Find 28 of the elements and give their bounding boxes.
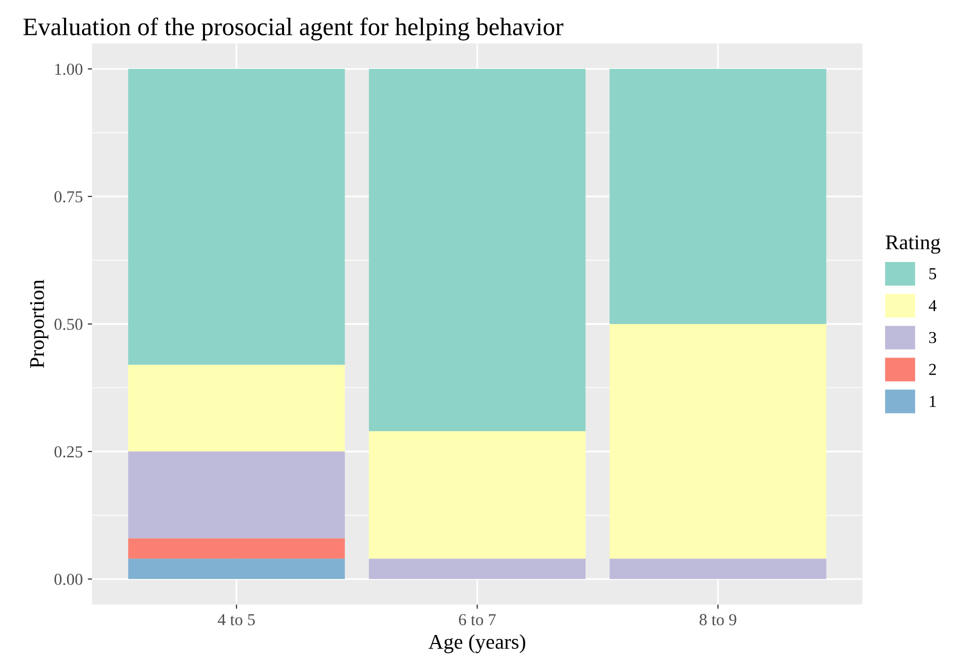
bar (368, 431, 586, 559)
bar (128, 364, 345, 452)
y-tick-label: 0.50 (54, 318, 82, 330)
bar (610, 68, 826, 324)
bar (368, 558, 586, 580)
bar (128, 68, 345, 365)
x-tick-label: 6 to 7 (458, 614, 496, 626)
legend-label: 1 (930, 396, 936, 407)
y-tick-label: 1.00 (55, 64, 82, 75)
y-tick-label: 0.25 (54, 446, 82, 458)
x-tick-label: 4 to 5 (218, 614, 255, 626)
x-tick-label: 8 to 9 (700, 614, 736, 626)
y-tick-label: 0.00 (54, 574, 82, 586)
legend-label: 3 (929, 332, 936, 344)
legend-title: Rating (886, 235, 940, 254)
x-axis-title: Age (years) (428, 634, 526, 654)
bar (128, 538, 345, 559)
bar (610, 558, 826, 580)
bar (128, 558, 345, 580)
legend-label: 2 (929, 364, 936, 375)
bar (368, 68, 586, 432)
chart-title: Evaluation of the prosocial agent for helping behavior (23, 17, 564, 40)
y-axis-title: Proportion (30, 280, 48, 368)
legend-label: 5 (929, 268, 936, 280)
y-tick-label: 0.75 (54, 191, 82, 202)
bar (610, 324, 826, 559)
bar (128, 452, 345, 538)
legend-label: 4 (928, 300, 937, 312)
